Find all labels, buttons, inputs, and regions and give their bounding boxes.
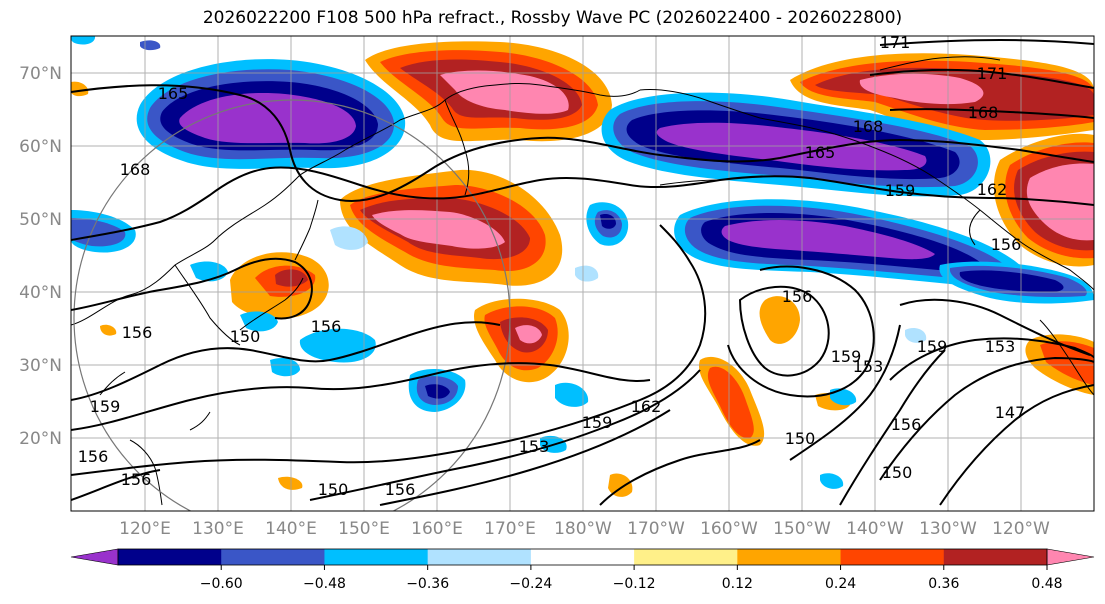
positive-anomaly-central-pacific — [474, 298, 569, 383]
contour-label: 168 — [120, 160, 151, 179]
lon-label: 130°E — [192, 519, 244, 539]
contour-label: 153 — [853, 357, 884, 376]
contour-label: 165 — [158, 84, 189, 103]
contour-label: 150 — [318, 480, 349, 499]
colorbar-segment — [840, 549, 945, 565]
lon-label: 150°W — [773, 519, 831, 539]
lon-label: 140°E — [265, 519, 317, 539]
light-blue-patches — [330, 226, 927, 343]
colorbar-extend-max — [1046, 548, 1095, 566]
colorbar-frame — [117, 548, 1048, 566]
contour-label: 156 — [991, 235, 1022, 254]
contour-label: 150 — [230, 327, 261, 346]
negative-anomaly-gulf-alaska — [674, 199, 1094, 304]
colorbar-tick-label: 0.12 — [722, 576, 753, 592]
contour-label: 156 — [891, 415, 922, 434]
positive-anomaly-nw-pacific — [340, 169, 563, 286]
contour-label: 156 — [121, 470, 152, 489]
colorbar-segment — [737, 549, 842, 565]
colorbar-segment — [427, 549, 532, 565]
map-frame — [70, 35, 1095, 512]
lon-label: 160°W — [700, 519, 758, 539]
colorbar-segment — [530, 549, 635, 565]
latitude-labels: 70°N 60°N 50°N 40°N 30°N 20°N — [19, 64, 62, 449]
colorbar-tick-label: −0.36 — [406, 576, 449, 592]
contour-label: 162 — [631, 397, 662, 416]
contour-label: 159 — [917, 337, 948, 356]
lat-label: 60°N — [19, 137, 62, 157]
lat-label: 20°N — [19, 429, 62, 449]
negative-anomaly-siberia — [136, 59, 406, 169]
colorbar-tick-label: −0.48 — [303, 576, 346, 592]
lon-label: 170°E — [484, 519, 536, 539]
contour-label: 165 — [805, 143, 836, 162]
positive-anomaly-arctic-west — [365, 41, 612, 142]
contour-label: 156 — [311, 317, 342, 336]
colorbar-segment — [634, 549, 738, 565]
lon-label: 140°W — [846, 519, 904, 539]
contour-label: 156 — [385, 480, 416, 499]
colorbar-tick-label: −0.12 — [613, 576, 656, 592]
colorbar-tick-label: 0.48 — [1031, 576, 1062, 592]
map-content: 171 171 168 165 168 168 165 159 162 156 … — [71, 33, 1094, 511]
map-title: 2026022200 F108 500 hPa refract., Rossby… — [202, 8, 903, 28]
colorbar: −0.60 −0.48 −0.36 −0.24 −0.12 0.12 0.24 0.36 0.4… — [70, 548, 1095, 592]
contour-label: 171 — [880, 33, 911, 52]
contour-label: 153 — [985, 337, 1016, 356]
negative-anomaly-bering — [601, 92, 991, 197]
contour-label: 153 — [519, 437, 550, 456]
contour-label: 159 — [885, 181, 916, 200]
lon-label: 150°E — [338, 519, 390, 539]
lat-label: 70°N — [19, 64, 62, 84]
lon-label: 160°E — [411, 519, 463, 539]
contour-label: 159 — [582, 413, 613, 432]
contour-label: 150 — [882, 463, 913, 482]
contour-label: 156 — [782, 287, 813, 306]
colorbar-segment — [221, 549, 325, 565]
contour-label: 159 — [831, 347, 862, 366]
colorbar-extend-min — [70, 548, 119, 566]
lat-label: 50°N — [19, 210, 62, 230]
contour-labels: 171 171 168 165 168 168 165 159 162 156 … — [78, 33, 1026, 499]
lon-label: 170°W — [627, 519, 685, 539]
coastlines — [71, 56, 1094, 506]
contour-label: 168 — [968, 103, 999, 122]
lon-label: 120°W — [992, 519, 1050, 539]
contour-label: 150 — [785, 429, 816, 448]
colorbar-tick-label: 0.36 — [928, 576, 959, 592]
range-circle — [73, 99, 511, 511]
gridlines — [71, 36, 1094, 511]
contour-label: 168 — [853, 117, 884, 136]
contour-label: 159 — [90, 397, 121, 416]
contour-label: 156 — [122, 323, 153, 342]
contour-label: 162 — [977, 180, 1008, 199]
colorbar-tick-label: −0.24 — [509, 576, 552, 592]
lon-label: 180°W — [554, 519, 612, 539]
lat-label: 30°N — [19, 356, 62, 376]
contour-label: 156 — [78, 447, 109, 466]
colorbar-tick-label: −0.60 — [200, 576, 243, 592]
colorbar-segment — [324, 549, 429, 565]
geopotential-contours — [71, 38, 1094, 506]
lon-label: 120°E — [119, 519, 171, 539]
lon-label: 130°W — [919, 519, 977, 539]
contour-label: 147 — [995, 403, 1026, 422]
longitude-labels: 120°E 130°E 140°E 150°E 160°E 170°E 180°… — [119, 519, 1050, 539]
colorbar-segment — [118, 549, 222, 565]
colorbar-segment — [943, 549, 1048, 565]
lat-label: 40°N — [19, 283, 62, 303]
colorbar-tick-label: 0.24 — [825, 576, 856, 592]
contour-label: 171 — [977, 64, 1008, 83]
